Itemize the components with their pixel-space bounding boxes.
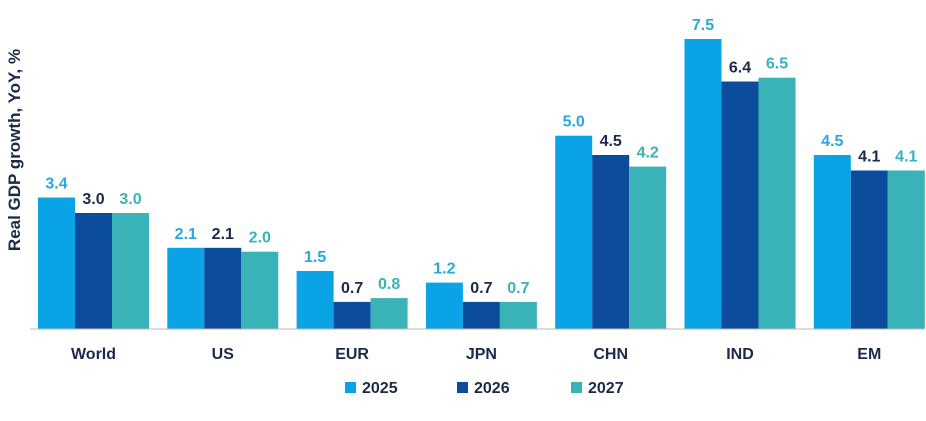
bar-chn-2026 xyxy=(592,155,630,329)
data-label-em-2026: 4.1 xyxy=(858,149,880,166)
data-label-eur-2027: 0.8 xyxy=(378,276,400,293)
data-label-ind-2027: 6.5 xyxy=(766,56,788,73)
bar-world-2026 xyxy=(75,213,112,329)
category-label-eur: EUR xyxy=(335,346,369,363)
legend-swatch-2026 xyxy=(457,382,468,393)
legend-label-2027: 2027 xyxy=(588,380,624,397)
bar-eur-2026 xyxy=(333,301,371,329)
bar-jpn-2026 xyxy=(462,301,500,329)
data-label-us-2025: 2.1 xyxy=(175,226,197,243)
data-label-em-2027: 4.1 xyxy=(895,149,917,166)
bar-ind-2027 xyxy=(758,77,796,329)
data-label-world-2025: 3.4 xyxy=(45,176,67,193)
bar-jpn-2027 xyxy=(499,301,537,329)
legend-swatch-2027 xyxy=(571,382,582,393)
bar-world-2027 xyxy=(112,213,149,329)
bar-ind-2026 xyxy=(721,81,759,329)
bar-em-2026 xyxy=(850,170,888,329)
data-label-us-2027: 2.0 xyxy=(249,230,271,247)
data-label-us-2026: 2.1 xyxy=(212,226,234,243)
bar-world-2025 xyxy=(38,197,75,329)
data-label-world-2026: 3.0 xyxy=(82,191,104,208)
y-axis-title: Real GDP growth, YoY, % xyxy=(5,49,24,251)
bar-eur-2025 xyxy=(296,271,334,329)
data-label-eur-2026: 0.7 xyxy=(341,280,363,297)
bar-em-2025 xyxy=(813,155,851,329)
legend-label-2026: 2026 xyxy=(474,380,510,397)
legend-swatch-2025 xyxy=(345,382,356,393)
category-label-jpn: JPN xyxy=(466,346,497,363)
category-label-em: EM xyxy=(857,346,881,363)
data-label-jpn-2025: 1.2 xyxy=(433,261,455,278)
data-label-chn-2026: 4.5 xyxy=(600,133,622,150)
legend: 2025 2026 2027 xyxy=(345,380,624,397)
category-label-chn: CHN xyxy=(593,346,628,363)
data-label-jpn-2027: 0.7 xyxy=(507,280,529,297)
data-labels-group: 3.4 3.0 3.0 2.1 2.1 2.0 1.5 0.7 0.8 1.2 0.7 0.7 5.0 4… xyxy=(45,17,917,297)
data-label-chn-2025: 5.0 xyxy=(563,114,585,131)
bars-group xyxy=(38,39,925,329)
bar-us-2025 xyxy=(167,247,205,329)
data-label-ind-2025: 7.5 xyxy=(692,17,714,34)
bar-us-2026 xyxy=(204,247,242,329)
legend-label-2025: 2025 xyxy=(362,380,398,397)
bar-em-2027 xyxy=(887,170,925,329)
bar-jpn-2025 xyxy=(425,282,463,329)
bar-ind-2025 xyxy=(684,39,722,329)
bar-eur-2027 xyxy=(370,298,408,329)
data-label-em-2025: 4.5 xyxy=(821,133,843,150)
bar-chn-2027 xyxy=(629,166,667,329)
category-labels-group: World US EUR JPN CHN IND EM xyxy=(71,346,881,363)
category-label-ind: IND xyxy=(726,346,754,363)
data-label-chn-2027: 4.2 xyxy=(637,145,659,162)
data-label-jpn-2026: 0.7 xyxy=(470,280,492,297)
data-label-ind-2026: 6.4 xyxy=(729,60,751,77)
category-label-us: US xyxy=(212,346,235,363)
bar-us-2027 xyxy=(241,251,279,329)
data-label-eur-2025: 1.5 xyxy=(304,249,326,266)
data-label-world-2027: 3.0 xyxy=(119,191,141,208)
category-label-world: World xyxy=(71,346,116,363)
bar-chn-2025 xyxy=(555,135,593,329)
